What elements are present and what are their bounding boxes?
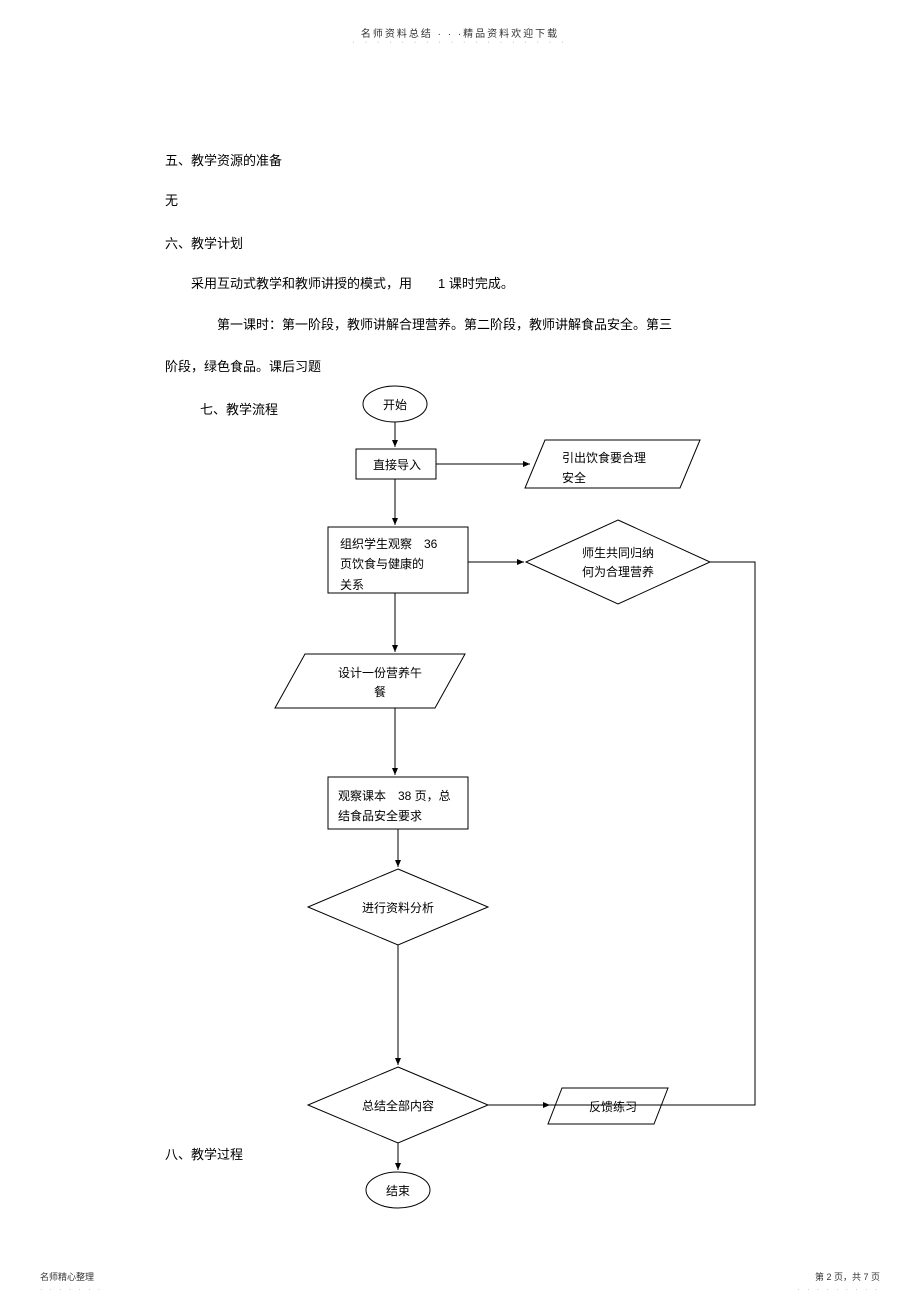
header-dots: · · · · · · · · · · · · · · · · · · <box>0 39 920 46</box>
node-direct: 直接导入 <box>362 456 432 475</box>
node-lead: 引出饮食要合理 安全 <box>562 448 692 489</box>
document-content: 五、教学资源的准备 无 六、教学计划 采用互动式教学和教师讲授的模式，用 1 课… <box>165 150 775 398</box>
node-feedback: 反馈练习 <box>578 1098 648 1117</box>
section-5-title: 五、教学资源的准备 <box>165 150 775 169</box>
node-observe36: 组织学生观察 36 页饮食与健康的 关系 <box>340 534 465 595</box>
node-teacher: 师生共同归纳 何为合理营养 <box>568 544 668 582</box>
section-6-p2: 第一课时：第一阶段，教师讲解合理营养。第二阶段，教师讲解食品安全。第三 <box>165 315 775 335</box>
section-6-p1: 采用互动式教学和教师讲授的模式，用 1 课时完成。 <box>165 274 775 294</box>
node-analysis: 进行资料分析 <box>353 899 443 918</box>
section-6-title: 六、教学计划 <box>165 233 775 252</box>
node-end: 结束 <box>378 1182 418 1201</box>
footer-left: 名师精心整理 <box>40 1270 94 1283</box>
footer-right: 第 2 页，共 7 页 <box>815 1270 880 1283</box>
header-title: 名师资料总结 · · ·精品资料欢迎下载 <box>0 25 920 40</box>
footer-dots-right: · · · · · · · · · <box>798 1287 880 1293</box>
node-lunch: 设计一份营养午 餐 <box>320 664 440 702</box>
node-summary: 总结全部内容 <box>353 1097 443 1116</box>
section-6-p3: 阶段，绿色食品。课后习题 <box>165 357 775 377</box>
flowchart-container: 七、教学流程 八、教学过程 <box>0 382 920 1212</box>
footer-dots-left: · · · · · · · <box>40 1287 103 1293</box>
section-5-content: 无 <box>165 191 775 211</box>
node-start: 开始 <box>375 396 415 415</box>
node-observe38: 观察课本 38 页，总 结食品安全要求 <box>338 786 468 827</box>
